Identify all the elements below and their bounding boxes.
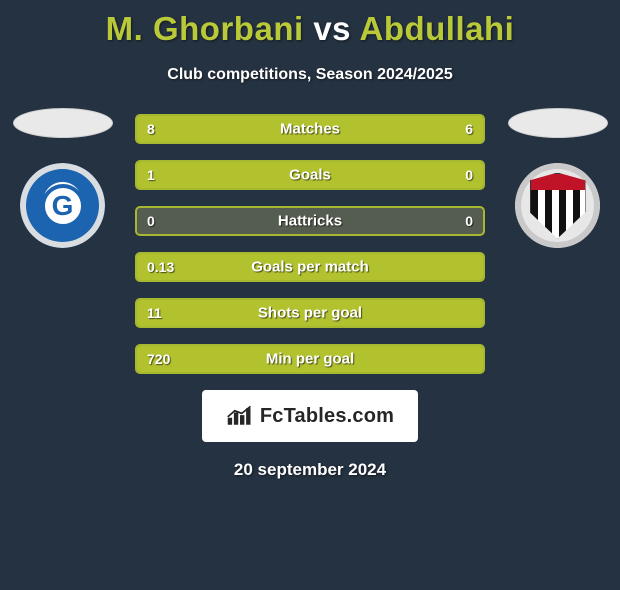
comparison-title: M. Ghorbani vs Abdullahi	[0, 10, 620, 48]
stat-label: Hattricks	[137, 213, 483, 230]
stat-bar-fill-right	[335, 116, 483, 142]
brand-text: FcTables.com	[260, 405, 394, 428]
date-text: 20 september 2024	[0, 460, 620, 480]
main-content: G 86Matches 10Goals 0 0Hattricks 0.13Goals p…	[0, 114, 620, 480]
stat-value-right: 0	[465, 213, 473, 229]
player2-avatar-placeholder	[508, 108, 608, 138]
stat-bar: 0.13Goals per match	[135, 252, 485, 282]
player1-avatar-slot: G	[10, 108, 115, 248]
stat-bar: 0 0Hattricks	[135, 206, 485, 236]
club2-shield-icon	[530, 173, 586, 239]
player1-avatar-placeholder	[13, 108, 113, 138]
vs-text: vs	[313, 10, 351, 47]
subtitle: Club competitions, Season 2024/2025	[0, 66, 620, 84]
player1-club-badge: G	[20, 163, 105, 248]
brand-box: FcTables.com	[202, 390, 418, 442]
stat-bar-fill-left	[137, 346, 483, 372]
player2-avatar-slot	[505, 108, 610, 248]
club1-initial: G	[41, 184, 85, 228]
stat-bar: 720Min per goal	[135, 344, 485, 374]
stat-bar: 86Matches	[135, 114, 485, 144]
stat-bar-fill-left	[137, 300, 483, 326]
stat-bar: 11Shots per goal	[135, 298, 485, 328]
player2-name: Abdullahi	[360, 10, 515, 47]
brand-bars-icon	[226, 404, 254, 428]
stat-value-left: 0	[147, 213, 155, 229]
stat-bar: 10Goals	[135, 160, 485, 190]
stat-bar-fill-left	[137, 162, 483, 188]
stats-bars: 86Matches 10Goals 0 0Hattricks 0.13Goals per…	[135, 114, 485, 374]
player1-name: M. Ghorbani	[106, 10, 304, 47]
player2-club-badge	[515, 163, 600, 248]
stat-bar-fill-left	[137, 116, 335, 142]
stat-bar-fill-left	[137, 254, 483, 280]
